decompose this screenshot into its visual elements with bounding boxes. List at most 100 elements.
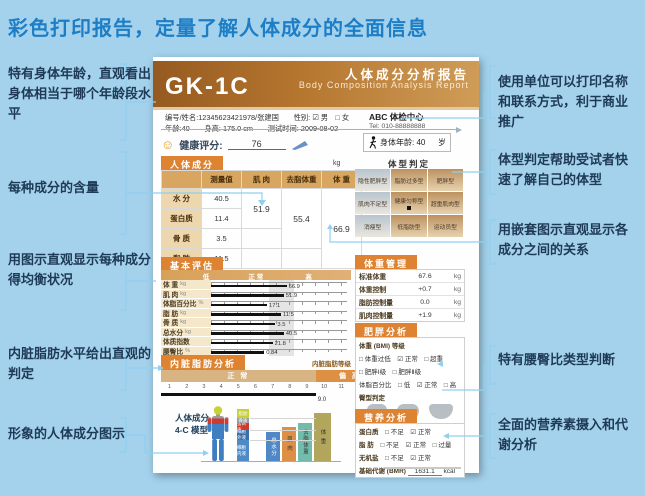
value-text: 40.5 <box>285 331 298 337</box>
metric-name: 体脂百分比 <box>163 301 197 309</box>
composition-row-label: 水 分 <box>161 188 202 209</box>
visceral-tick: 9 <box>305 384 309 390</box>
evaluation-row-chart: 51.9 <box>211 290 351 299</box>
annotation-figure: 形象的人体成分图示 <box>8 426 126 441</box>
weight-mgmt-value: +1.9 <box>418 311 432 319</box>
value-bar <box>211 332 284 335</box>
weight-mgmt-row: 体重控制 +0.7 kg <box>356 283 464 296</box>
model-4c-bar-label: 总水分 <box>270 436 276 457</box>
visceral-tick: 7 <box>271 384 275 390</box>
value-text: 0.84 <box>266 350 278 356</box>
visceral-tick: 8 <box>288 384 292 390</box>
nutrition-label: 脂 肪 <box>359 441 381 449</box>
body-type-cell-label: 低脂肪型 <box>397 224 421 231</box>
patient-info: 编号/姓名:12345623421978/张建国 性别: ☑ 男 □ 女 年龄:… <box>165 113 360 135</box>
fat-percent-row: 体脂百分比 □ 低 ☑ 正常 □ 高 <box>359 381 457 389</box>
empty-cell <box>241 228 282 249</box>
model-4c-baseline <box>201 461 341 462</box>
report-page: GK-1C 人体成分分析报告 Body Composition Analysis… <box>153 57 479 478</box>
evaluation-row: 脂 肪 kg 11.5 <box>161 308 351 318</box>
composition-col-header: 体 重 <box>321 170 362 189</box>
model-4c-label-line2: 4-C 模型 <box>175 424 209 435</box>
gridline <box>250 418 316 419</box>
runner-icon <box>369 136 377 149</box>
annotation-nutrition: 全面的营养素摄入和代谢分析 <box>498 417 629 453</box>
evaluation-row: 体质指数 21.8 <box>161 337 351 347</box>
zone-label: 高 <box>305 274 312 281</box>
model-4c-label-line1: 人体成分 <box>175 413 210 423</box>
tick-ruler <box>211 329 347 333</box>
hip-type-label: 臀型判定 <box>359 394 385 402</box>
header-substrip <box>153 107 479 110</box>
metric-unit: kg <box>180 290 187 297</box>
evaluation-row-label: 体 重 kg <box>161 280 211 290</box>
nutrition-box: 蛋白质 □ 不足 ☑ 正常脂 肪 □ 不足 ☑ 正常 □ 过量 无机盐 □ 不足 … <box>355 423 465 478</box>
value-text: 51.9 <box>285 293 298 299</box>
composition-col-header: 肌 肉 <box>241 170 282 189</box>
model-4c-bar-label: 去脂体重 <box>302 429 308 455</box>
value-bar <box>211 351 265 354</box>
body-type-cell: 肥胖型 <box>427 169 463 191</box>
device-model: GK-1C <box>165 73 250 100</box>
health-score-value: 76 <box>227 139 286 150</box>
value-bar <box>211 303 267 306</box>
body-type-cell-label: 超重肌肉型 <box>430 201 460 208</box>
composition-measured-value: 40.5 <box>201 188 242 209</box>
model-4c-bar: 肌 肉 <box>282 427 296 461</box>
metric-name: 肌 肉 <box>163 291 179 299</box>
org-tel: Tel: 010-88888888 <box>369 123 426 130</box>
metric-name: 腰臀比 <box>163 348 184 356</box>
weight-mgmt-value: 0.0 <box>420 298 430 306</box>
model-4c-bar: 体 重 <box>314 413 331 461</box>
evaluation-row-chart: 0.84 <box>211 347 351 356</box>
evaluation-row-label: 总水分 kg <box>161 327 211 337</box>
report-title-en: Body Composition Analysis Report <box>298 80 469 90</box>
weight-mgmt-unit: kg <box>453 272 461 280</box>
body-type-cell: 运动员型 <box>427 215 463 237</box>
weight-mgmt-label: 体重控制 <box>359 287 387 294</box>
value-text: 21.8 <box>274 340 286 347</box>
nutrition-row: 蛋白质 □ 不足 ☑ 正常 <box>356 424 464 437</box>
weight-mgmt-value: +0.7 <box>418 285 432 293</box>
tick-ruler <box>211 310 347 314</box>
bmr-label: 基础代谢 (BMR) <box>359 467 408 475</box>
body-type-cell: 健康匀称型 <box>391 192 427 214</box>
nutrition-label: 蛋白质 <box>359 428 385 436</box>
tab-obesity: 肥胖分析 <box>355 323 418 340</box>
body-type-cell: 肌肉不足型 <box>355 192 391 214</box>
tab-nutrition: 营养分析 <box>355 409 418 426</box>
weight-mgmt-label: 肌肉控制量 <box>359 313 393 320</box>
composition-col-header: 测量值 <box>201 170 242 189</box>
org-block: ABC 体检中心 Tel: 010-88888888 <box>369 111 469 130</box>
value-bar <box>211 294 284 297</box>
value-text: 3.5 <box>277 321 286 328</box>
corner-cell <box>161 170 202 189</box>
body-type-cell: 隐性肥胖型 <box>355 169 391 191</box>
body-type-grid: 隐性肥胖型 脂肪过多型 肥胖型 肌肉不足型 健康匀称型 超重肌肉型 消瘦型 低脂肪型 运动员型 <box>355 169 463 237</box>
smiley-icon: ☺ <box>161 136 175 152</box>
visceral-tick: 5 <box>236 384 240 390</box>
annotation-nested: 用嵌套图示直观显示各成分之间的关系 <box>498 222 629 258</box>
annotation-body-age: 特有身体年龄，直观看出身体相当于哪个年龄段水平 <box>8 66 152 122</box>
visceral-tick: 3 <box>202 384 206 390</box>
body-type-cell: 低脂肪型 <box>391 215 427 237</box>
metric-name: 体质指数 <box>163 339 190 347</box>
stack-segment: 骨质 <box>237 418 249 423</box>
composition-measured-value: 11.4 <box>201 208 242 229</box>
stack-segment: 细胞内液 <box>237 440 249 461</box>
body-type-cell: 消瘦型 <box>355 215 391 237</box>
evaluation-row-chart: 21.8 <box>211 337 351 347</box>
visceral-level-label: 内脏脂肪等级 <box>312 361 351 368</box>
metric-unit: % <box>185 347 190 354</box>
value-bar <box>211 322 276 325</box>
body-age-label: 身体年龄: 40 <box>380 138 426 147</box>
metric-name: 体 重 <box>163 282 179 290</box>
metric-name: 总水分 <box>163 329 184 337</box>
metric-unit: kg <box>180 281 187 288</box>
bmr-unit: kcal <box>441 467 456 475</box>
evaluation-row: 肌 肉 kg 51.9 <box>161 289 351 299</box>
metric-unit: % <box>198 300 204 307</box>
gridline <box>250 440 316 441</box>
body-type-cell-label: 肌肉不足型 <box>358 201 388 208</box>
weight-mgmt-label: 标准体重 <box>359 274 387 281</box>
